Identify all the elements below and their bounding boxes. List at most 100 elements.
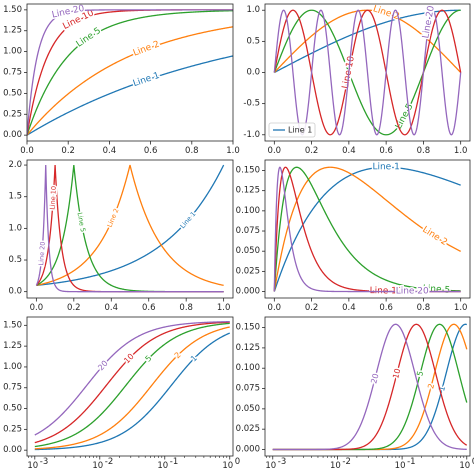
y-tick-label: 2.0 xyxy=(8,160,22,170)
y-tick-label: 0.25 xyxy=(3,424,22,434)
series-line-5 xyxy=(27,10,233,136)
series-line-20 xyxy=(35,165,224,293)
x-tick-label: 0.6 xyxy=(379,146,393,156)
x-tick-label: 0.4 xyxy=(342,303,356,313)
x-tick-label: 10 xyxy=(459,461,470,471)
y-tick-label: 1.25 xyxy=(3,341,22,351)
series-line-1 xyxy=(27,55,233,136)
series-label: Line 5 xyxy=(422,284,450,296)
y-tick-label: 1.5 xyxy=(8,192,22,202)
x-tick-label: 0.2 xyxy=(305,303,319,313)
y-tick-label: 1.00 xyxy=(3,47,22,57)
x-tick-label: 0.6 xyxy=(144,146,158,156)
y-tick-label: 0.100 xyxy=(236,363,260,373)
series-label-bg: Line 10 xyxy=(48,186,57,210)
y-tick-label: 0.000 xyxy=(236,287,260,297)
axes-frame xyxy=(26,316,234,457)
y-tick-label: 1.0 xyxy=(8,223,22,233)
x-tick-label: 0.0 xyxy=(268,303,282,313)
series-line-5 xyxy=(273,166,461,292)
y-tick-label: 0.50 xyxy=(3,88,22,98)
series-label: Line 2 xyxy=(420,225,448,248)
y-tick-label: -1.0 xyxy=(243,130,260,140)
series-label: 2 xyxy=(426,383,436,390)
x-tick-label: 10 xyxy=(265,461,276,471)
x-tick-label: 0.6 xyxy=(142,303,156,313)
x-tick-label: 1.0 xyxy=(454,303,468,313)
x-tick-exponent: 0 xyxy=(235,457,240,467)
series-line-2 xyxy=(34,326,230,450)
y-tick-label: 0.050 xyxy=(236,404,260,414)
series-line-1 xyxy=(273,166,461,292)
series-label: Line 5 xyxy=(75,26,103,50)
y-tick-label: 0.000 xyxy=(236,444,260,454)
y-tick-label: 1.50 xyxy=(3,320,22,330)
x-tick-label: 0.8 xyxy=(185,146,199,156)
series-label-bg: 2 xyxy=(426,383,436,390)
series-line-1 xyxy=(274,9,461,74)
x-tick-label: 0.4 xyxy=(103,146,117,156)
y-tick-label: 0.150 xyxy=(236,323,260,333)
x-tick-label: 10 xyxy=(157,461,168,471)
series-line-2 xyxy=(27,26,233,136)
x-tick-exponent: -1 xyxy=(170,457,178,467)
series-label: Line 1 xyxy=(372,162,399,172)
y-tick-label: 0.025 xyxy=(236,424,260,434)
x-tick-label: 0.2 xyxy=(67,303,81,313)
series-label: 5 xyxy=(415,370,425,377)
series-label: Line 5 xyxy=(76,212,87,233)
series-label: Line 2 xyxy=(106,207,121,228)
x-tick-label: 0.0 xyxy=(268,146,282,156)
y-tick-label: 1.00 xyxy=(3,362,22,372)
y-tick-label: 0.75 xyxy=(3,383,22,393)
panel-row3-left: 112255101020200.000.250.500.751.001.251.… xyxy=(3,316,240,471)
y-tick-label: 0.050 xyxy=(236,246,260,256)
series-line-5 xyxy=(36,164,224,293)
series-line-5 xyxy=(34,322,230,448)
series-line-20 xyxy=(27,9,233,136)
y-tick-label: 0.0 xyxy=(246,68,260,78)
series-line-10 xyxy=(27,9,233,136)
y-tick-label: 0.125 xyxy=(236,186,260,196)
panel-row3-right: 112255101020200.0000.0250.0500.0750.1000… xyxy=(236,316,474,471)
axes-frame xyxy=(26,3,234,142)
x-tick-label: 0.0 xyxy=(20,146,34,156)
x-tick-label: 10 xyxy=(330,461,341,471)
series-label: Line 2 xyxy=(132,40,161,59)
series-line-10 xyxy=(35,165,224,293)
x-tick-label: 0.2 xyxy=(305,146,319,156)
series-line-1 xyxy=(36,164,225,287)
y-tick-label: 0.075 xyxy=(236,384,260,394)
legend: Line 1 xyxy=(268,122,316,138)
series-line-5 xyxy=(273,9,461,136)
x-tick-exponent: -1 xyxy=(407,457,415,467)
y-tick-label: 0.00 xyxy=(3,445,22,455)
x-tick-label: 10 xyxy=(222,461,233,471)
x-tick-label: 1.0 xyxy=(226,146,240,156)
series-label-bg: Line 20 xyxy=(37,241,47,265)
x-tick-label: 0.8 xyxy=(417,303,431,313)
y-tick-label: 1.50 xyxy=(3,5,22,15)
x-tick-label: 10 xyxy=(395,461,406,471)
y-tick-label: 1.0 xyxy=(246,5,260,15)
y-tick-label: 0.125 xyxy=(236,343,260,353)
series-label: 2 xyxy=(173,350,183,360)
x-tick-label: 0.8 xyxy=(417,146,431,156)
x-tick-label: 1.0 xyxy=(454,146,468,156)
series-label: 5 xyxy=(143,354,153,364)
series-label: Line 5 xyxy=(394,102,416,131)
series-line-10 xyxy=(273,9,462,136)
x-tick-label: 1.0 xyxy=(217,303,231,313)
y-tick-label: 0.100 xyxy=(236,206,260,216)
series-line-2 xyxy=(36,164,224,287)
series-line-20 xyxy=(273,166,461,293)
series-label-bg: Line 5 xyxy=(422,284,450,296)
series-label-bg: 5 xyxy=(415,370,425,377)
series-label-bg: 10 xyxy=(391,368,402,380)
x-tick-label: 0.8 xyxy=(179,303,193,313)
series-label: 1 xyxy=(437,385,447,392)
series-line-2 xyxy=(273,166,461,292)
